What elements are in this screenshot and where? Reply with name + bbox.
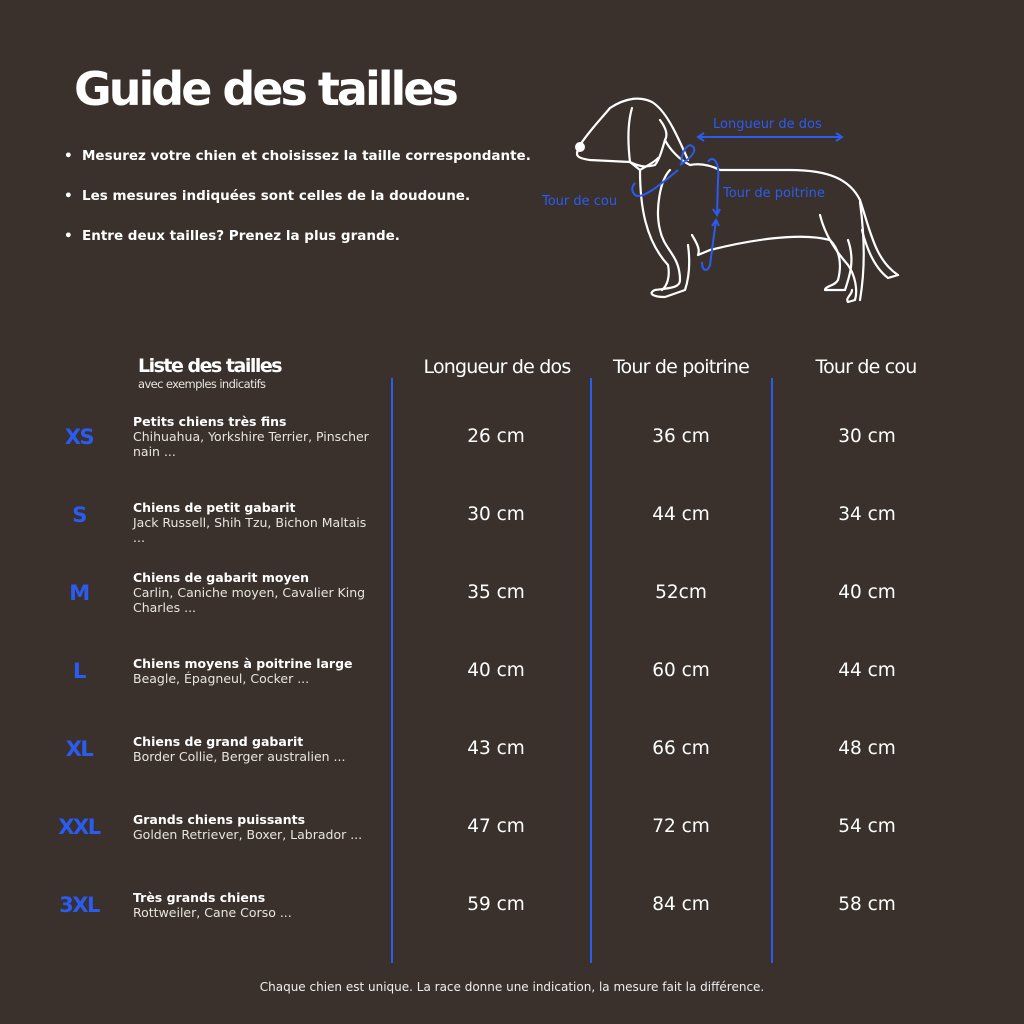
neck-value: 48 cm	[838, 738, 896, 759]
column-divider	[771, 378, 773, 963]
neck-value: 34 cm	[838, 504, 896, 525]
neck-value: 58 cm	[838, 894, 896, 915]
bullet-item: • Entre deux tailles? Prenez la plus gran…	[64, 228, 400, 244]
column-header-chest: Tour de poitrine	[612, 356, 750, 378]
dog-type: Chiens de grand gabarit	[133, 734, 304, 749]
chest-value: 72 cm	[652, 816, 710, 837]
table-row: S Chiens de petit gabarit Jack Russell, …	[0, 476, 1024, 554]
dog-type: Chiens moyens à poitrine large	[133, 656, 353, 671]
chest-value: 60 cm	[652, 660, 710, 681]
size-description: Chiens de petit gabarit Jack Russell, Sh…	[133, 500, 378, 545]
size-label: XS	[64, 425, 95, 449]
dog-type: Très grands chiens	[133, 890, 266, 905]
dog-type: Chiens de petit gabarit	[133, 500, 296, 515]
neck-value: 44 cm	[838, 660, 896, 681]
size-description: Chiens de grand gabarit Border Collie, B…	[133, 734, 378, 764]
neck-arrow	[631, 169, 679, 197]
table-row: L Chiens moyens à poitrine large Beagle,…	[0, 632, 1024, 710]
chest-value: 52cm	[655, 582, 707, 603]
size-description: Très grands chiens Rottweiler, Cane Cors…	[133, 890, 378, 920]
breed-examples: Golden Retriever, Boxer, Labrador ...	[133, 827, 363, 842]
column-header-neck: Tour de cou	[815, 356, 918, 378]
neck-value: 54 cm	[838, 816, 896, 837]
neck-value: 30 cm	[838, 426, 896, 447]
back-length-value: 26 cm	[467, 426, 525, 447]
size-description: Chiens de gabarit moyen Carlin, Caniche …	[133, 570, 378, 615]
page-title: Guide des tailles	[74, 62, 459, 116]
size-label: L	[73, 659, 86, 683]
back-length-arrow	[696, 132, 844, 142]
neck-value: 40 cm	[838, 582, 896, 603]
size-description: Petits chiens très fins Chihuahua, Yorks…	[133, 414, 378, 459]
chest-arrow-top	[707, 158, 721, 217]
column-header-back: Longueur de dos	[423, 356, 572, 378]
size-label: S	[72, 503, 87, 527]
breed-examples: Carlin, Caniche moyen, Cavalier King Cha…	[133, 585, 366, 615]
size-description: Grands chiens puissants Golden Retriever…	[133, 812, 378, 842]
breed-examples: Beagle, Épagneul, Cocker ...	[133, 671, 310, 686]
back-length-value: 59 cm	[467, 894, 525, 915]
dog-type: Grands chiens puissants	[133, 812, 306, 827]
chest-value: 66 cm	[652, 738, 710, 759]
dog-type: Petits chiens très fins	[133, 414, 287, 429]
back-length-label: Longueur de dos	[713, 117, 822, 132]
size-label: XL	[65, 737, 94, 761]
breed-examples: Jack Russell, Shih Tzu, Bichon Maltais .…	[133, 515, 367, 545]
size-label: 3XL	[59, 893, 100, 917]
instructions-list: • Mesurez votre chien et choisissez la ta…	[64, 148, 531, 268]
dog-outline	[575, 97, 900, 304]
size-label: M	[69, 581, 90, 605]
chest-value: 84 cm	[652, 894, 710, 915]
size-list-header: Liste des tailles avec exemples indicati…	[138, 355, 283, 391]
size-label: XXL	[58, 815, 101, 839]
bullet-item: • Mesurez votre chien et choisissez la ta…	[64, 148, 531, 164]
column-divider	[590, 378, 592, 963]
dog-type: Chiens de gabarit moyen	[133, 570, 309, 585]
footer-note: Chaque chien est unique. La race donne u…	[259, 980, 765, 994]
breed-examples: Chihuahua, Yorkshire Terrier, Pinscher n…	[133, 429, 369, 459]
back-length-value: 47 cm	[467, 816, 525, 837]
breed-examples: Border Collie, Berger australien ...	[133, 749, 346, 764]
back-length-value: 40 cm	[467, 660, 525, 681]
back-length-value: 35 cm	[467, 582, 525, 603]
table-row: XL Chiens de grand gabarit Border Collie…	[0, 710, 1024, 788]
table-row: 3XL Très grands chiens Rottweiler, Cane …	[0, 866, 1024, 944]
breed-examples: Rottweiler, Cane Corso ...	[133, 905, 292, 920]
dog-measurement-illustration	[575, 97, 900, 304]
table-row: M Chiens de gabarit moyen Carlin, Canich…	[0, 554, 1024, 632]
table-row: XXL Grands chiens puissants Golden Retri…	[0, 788, 1024, 866]
size-description: Chiens moyens à poitrine large Beagle, É…	[133, 656, 378, 686]
measurement-arrows	[631, 132, 844, 271]
back-length-value: 43 cm	[467, 738, 525, 759]
chest-label: Tour de poitrine	[723, 186, 825, 201]
chest-value: 36 cm	[652, 426, 710, 447]
bullet-item: • Les mesures indiquées sont celles de la…	[64, 188, 471, 204]
chest-arrow-bottom	[701, 218, 720, 271]
back-length-value: 30 cm	[467, 504, 525, 525]
column-divider	[391, 378, 393, 963]
neck-arrow-top	[679, 143, 696, 166]
table-row: XS Petits chiens très fins Chihuahua, Yo…	[0, 398, 1024, 476]
chest-value: 44 cm	[652, 504, 710, 525]
neck-label: Tour de cou	[542, 194, 618, 209]
